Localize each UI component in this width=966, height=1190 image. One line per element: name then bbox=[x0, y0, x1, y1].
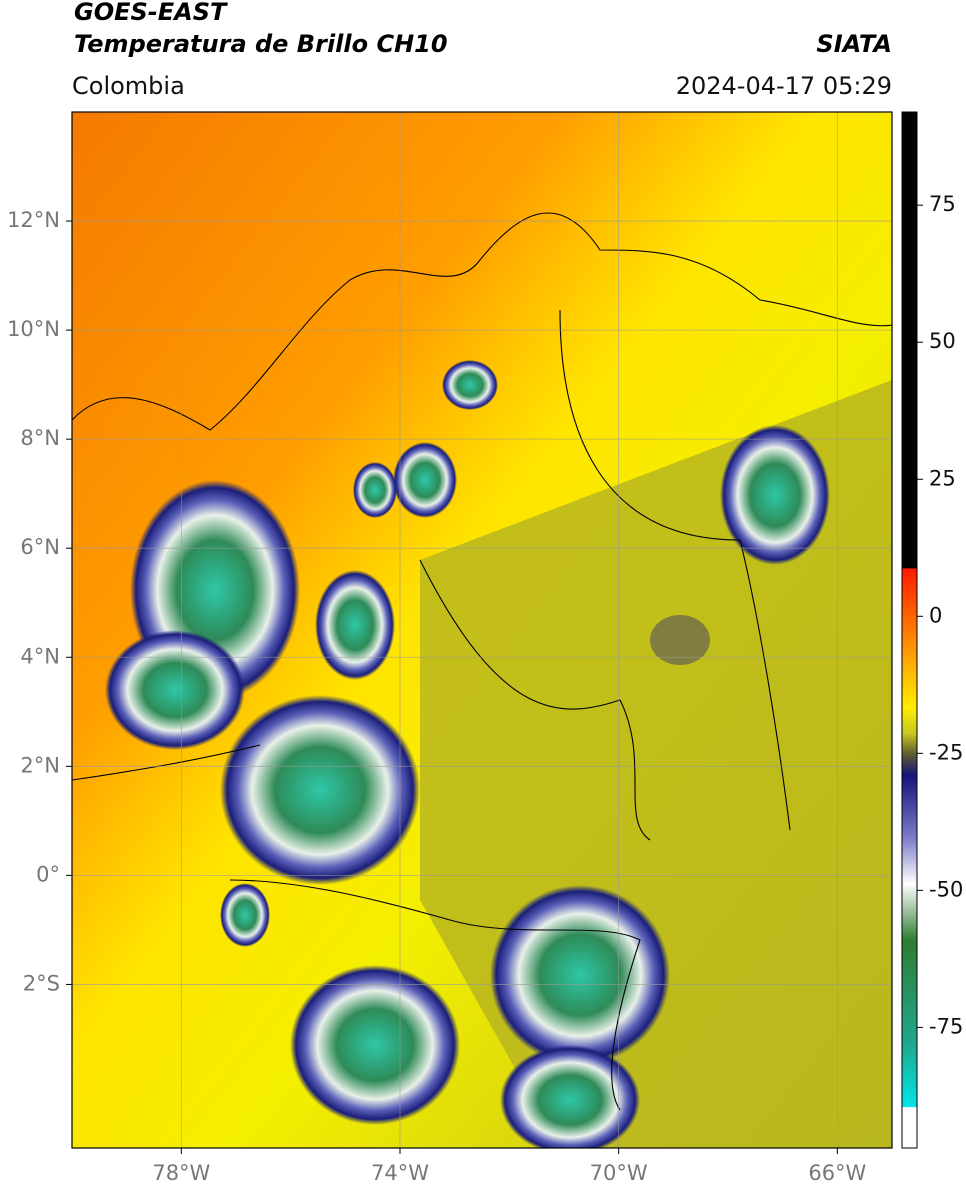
colorbar bbox=[901, 111, 918, 1149]
x-tick-label: 66°W bbox=[808, 1161, 866, 1185]
source: SIATA bbox=[816, 30, 892, 58]
x-tick-label: 78°W bbox=[152, 1161, 210, 1185]
x-tick-label: 74°W bbox=[371, 1161, 429, 1185]
y-tick-label: 10°N bbox=[7, 317, 60, 341]
colorbar-tick-label: -25 bbox=[929, 740, 963, 764]
y-tick-label: 12°N bbox=[7, 208, 60, 232]
colorbar-tick-label: 50 bbox=[929, 329, 956, 353]
x-tick-label: 70°W bbox=[590, 1161, 648, 1185]
gridlines bbox=[72, 112, 892, 1148]
colorbar-tick-label: 25 bbox=[929, 466, 956, 490]
title: GOES-EAST bbox=[74, 0, 228, 26]
y-tick-label: 8°N bbox=[20, 426, 60, 450]
y-tick-label: 0° bbox=[36, 862, 60, 886]
y-tick-label: 4°N bbox=[20, 644, 60, 668]
colorbar-tick-label: -75 bbox=[929, 1014, 963, 1038]
y-tick-label: 2°N bbox=[20, 753, 60, 777]
map-image bbox=[72, 112, 892, 1148]
y-tick-label: 2°S bbox=[23, 971, 60, 995]
subtitle: Temperatura de Brillo CH10 bbox=[74, 30, 448, 58]
colorbar-tick-label: -50 bbox=[929, 877, 963, 901]
colorbar-tick-label: 75 bbox=[929, 192, 956, 216]
y-tick-label: 6°N bbox=[20, 535, 60, 559]
map-frame bbox=[71, 111, 893, 1149]
colorbar-tick-label: 0 bbox=[929, 603, 942, 627]
region: Colombia bbox=[72, 72, 185, 100]
datetime: 2024-04-17 05:29 bbox=[676, 72, 892, 100]
